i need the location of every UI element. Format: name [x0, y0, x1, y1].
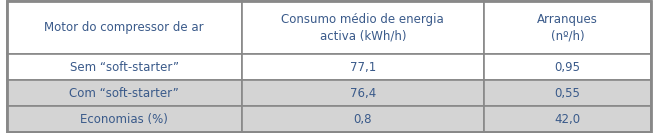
Text: Arranques
(nº/h): Arranques (nº/h) — [537, 13, 598, 42]
Bar — [7, 54, 242, 80]
Bar — [484, 1, 651, 54]
Bar — [242, 106, 484, 132]
Text: Consumo médio de energia
activa (kWh/h): Consumo médio de energia activa (kWh/h) — [282, 13, 444, 42]
Text: 77,1: 77,1 — [350, 61, 376, 74]
Text: 0,95: 0,95 — [555, 61, 580, 74]
Bar — [242, 54, 484, 80]
Text: Com “soft-starter”: Com “soft-starter” — [69, 87, 179, 100]
Bar — [7, 80, 242, 106]
Text: Economias (%): Economias (%) — [80, 113, 168, 126]
Bar — [7, 1, 242, 54]
Bar — [242, 1, 484, 54]
Text: 0,8: 0,8 — [353, 113, 372, 126]
Bar — [484, 54, 651, 80]
Text: 76,4: 76,4 — [350, 87, 376, 100]
Text: Sem “soft-starter”: Sem “soft-starter” — [70, 61, 179, 74]
Bar — [484, 106, 651, 132]
Bar — [484, 80, 651, 106]
Text: 42,0: 42,0 — [555, 113, 580, 126]
Bar — [242, 80, 484, 106]
Text: 0,55: 0,55 — [555, 87, 580, 100]
Text: Motor do compressor de ar: Motor do compressor de ar — [45, 21, 204, 34]
Bar — [7, 106, 242, 132]
